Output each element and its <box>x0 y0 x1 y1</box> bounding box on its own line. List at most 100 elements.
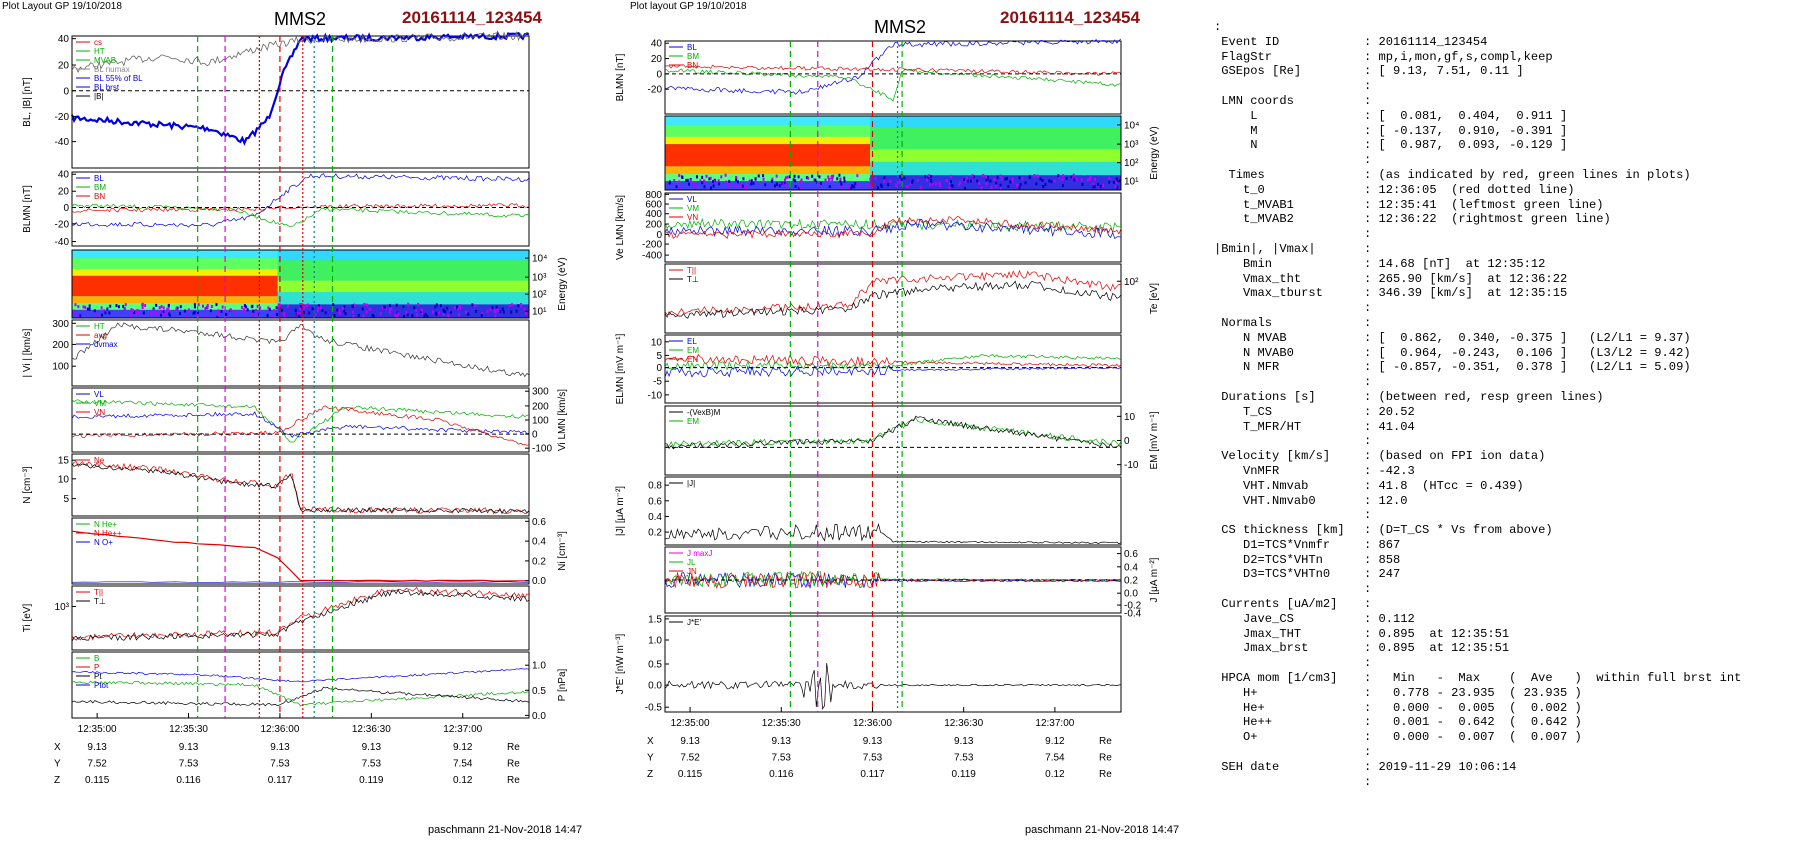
info-row-value: : 858 <box>1364 552 1401 567</box>
spectrogram-pixel <box>508 304 511 308</box>
spectrogram-pixel <box>196 314 199 318</box>
spectrogram-pixel <box>794 184 797 188</box>
spectrogram-pixel <box>978 182 981 186</box>
position-value: 9.13 <box>362 742 382 753</box>
position-value: 7.53 <box>179 759 199 770</box>
spectrogram-pixel <box>162 310 165 314</box>
position-value: 0.117 <box>268 775 293 786</box>
spectrogram-pixel <box>210 304 213 308</box>
info-row: : <box>1214 582 1794 597</box>
y-axis-label: EM [mV m⁻¹] <box>1149 411 1160 469</box>
info-row: N MFR: [ -0.857, -0.351, 0.378 ] (L2/L1 … <box>1214 360 1794 375</box>
spectrogram-pixel <box>100 306 103 310</box>
series-line <box>664 663 1122 710</box>
info-row: VHT.Nmvab0: 12.0 <box>1214 494 1794 509</box>
info-row: CS thickness [km]: (D=T_CS * Vs from abo… <box>1214 523 1794 538</box>
chart-panel: 15 10 5 N [cm⁻³] Ne <box>22 453 530 517</box>
y-tick-label: 0 <box>656 230 662 241</box>
info-row-value: : 41.04 <box>1364 419 1415 434</box>
info-row: Jave_CS: 0.112 <box>1214 612 1794 627</box>
legend-label: Pt <box>94 672 102 681</box>
y-tick-label: 5 <box>656 351 662 362</box>
spectrogram-pixel <box>718 182 721 186</box>
position-unit: Re <box>507 759 520 770</box>
spectrogram-pixel <box>311 307 314 311</box>
position-value: 7.52 <box>680 753 700 764</box>
spectrogram-pixel <box>142 311 145 315</box>
spectrogram-pixel <box>1086 178 1089 182</box>
y-tick-label: 10² <box>532 290 547 301</box>
spectrogram-pixel <box>243 304 246 308</box>
y-tick-label: -0.4 <box>1124 609 1142 620</box>
spectrogram-pixel <box>109 304 112 308</box>
y-axis-label: |J| [μA m⁻²] <box>615 486 626 536</box>
info-row-value: : <box>1364 153 1372 168</box>
spectrogram-pixel <box>278 303 281 307</box>
info-row-value: : <box>1364 774 1372 789</box>
legend-label: |B| <box>94 92 104 101</box>
spectrogram-pixel <box>442 309 445 313</box>
spectrogram-pixel <box>523 307 526 311</box>
panel-frame <box>664 405 1122 476</box>
spectrogram-pixel <box>985 178 988 182</box>
spectrogram-pixel <box>162 312 165 316</box>
y-tick-label: 0.5 <box>532 686 546 697</box>
y-tick-label: 40 <box>58 34 70 45</box>
spectrogram-pixel <box>447 314 450 318</box>
middle-spacecraft-title: MMS2 <box>874 17 927 37</box>
spectrogram-band <box>72 258 278 270</box>
spectrogram-pixel <box>675 185 678 189</box>
spectrogram-pixel <box>458 304 461 308</box>
spectrogram-pixel <box>268 307 271 311</box>
info-row: Vmax_tht: 265.90 [km/s] at 12:36:22 <box>1214 272 1794 287</box>
spectrogram-pixel <box>993 177 996 181</box>
spectrogram-pixel <box>898 181 901 185</box>
spectrogram-pixel <box>94 313 97 317</box>
spectrogram-pixel <box>1102 183 1105 187</box>
spectrogram-pixel <box>856 174 859 178</box>
spectrogram-pixel <box>426 314 429 318</box>
spectrogram-pixel <box>668 181 671 185</box>
spectrogram-pixel <box>854 182 857 186</box>
spectrogram-pixel <box>701 175 704 179</box>
spectrogram-band <box>72 296 278 304</box>
spectrogram-band <box>665 166 871 174</box>
spectrogram-pixel <box>1009 180 1012 184</box>
legend-label: VL <box>94 390 104 399</box>
y-tick-label: 10¹ <box>532 307 547 318</box>
position-value: 0.116 <box>176 775 201 786</box>
spectrogram-pixel <box>405 310 408 314</box>
spectrogram-pixel <box>390 307 393 311</box>
spectrogram-pixel <box>132 309 135 313</box>
spectrogram-pixel <box>166 308 169 312</box>
legend-label: N He+ <box>94 520 117 529</box>
position-value: 0.116 <box>769 769 794 780</box>
panel-frame <box>664 615 1122 713</box>
spectrogram-pixel <box>517 304 520 308</box>
spectrogram-pixel <box>814 178 817 182</box>
info-row: : <box>1214 656 1794 671</box>
info-row: D1=TCS*Vnmfr: 867 <box>1214 538 1794 553</box>
info-row-value: : 265.90 [km/s] at 12:36:22 <box>1364 271 1568 286</box>
spectrogram-pixel <box>388 307 391 311</box>
spectrogram-pixel <box>1058 176 1061 180</box>
spectrogram-pixel <box>712 180 715 184</box>
spectrogram-pixel <box>724 180 727 184</box>
spectrogram-pixel <box>989 179 992 183</box>
y-axis-label: Ti [eV] <box>22 604 33 633</box>
spectrogram-pixel <box>820 182 823 186</box>
info-row-label: N <box>1214 138 1258 153</box>
spectrogram-pixel <box>1007 184 1010 188</box>
y-tick-label: 40 <box>58 170 70 181</box>
middle-event-id: 20161114_123454 <box>1000 8 1140 27</box>
y-tick-label: 0.5 <box>648 660 662 671</box>
spectrogram-pixel <box>775 183 778 187</box>
y-tick-label: 40 <box>651 39 663 50</box>
spectrogram-pixel <box>929 183 932 187</box>
spectrogram-pixel <box>273 309 276 313</box>
spectrogram-pixel <box>1061 184 1064 188</box>
info-row-label: D1=TCS*Vnmfr <box>1214 537 1331 552</box>
spectrogram-pixel <box>343 305 346 309</box>
spectrogram-pixel <box>272 314 275 318</box>
info-row-label: Vmax_tburst <box>1214 286 1323 301</box>
